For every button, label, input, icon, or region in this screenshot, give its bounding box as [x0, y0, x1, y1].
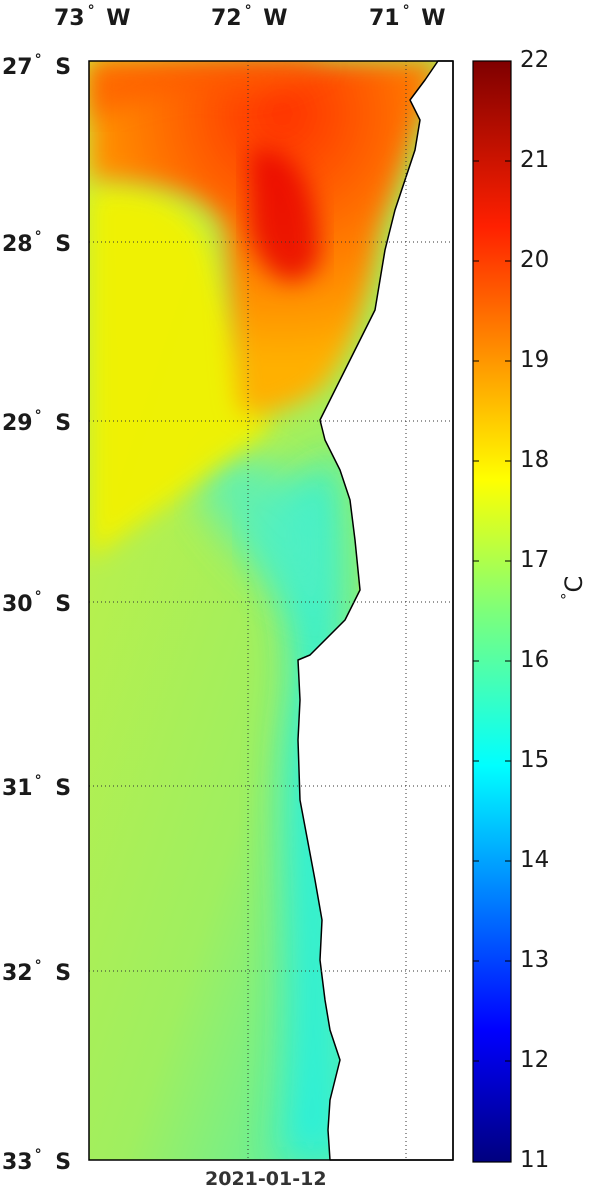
lat-label-29s: 29 ° S — [2, 408, 72, 436]
colorbar-tick-label: 19 — [520, 347, 550, 373]
colorbar-tick-label: 15 — [520, 747, 550, 773]
date-label: 2021-01-12 — [205, 1168, 327, 1190]
colorbar-tick-label: 21 — [520, 147, 550, 173]
lat-label-31s: 31 ° S — [2, 773, 72, 801]
lat-label-28s: 28 ° S — [2, 229, 72, 257]
colorbar-tick-label: 22 — [520, 47, 550, 73]
lon-label-71w: 71 ° W — [369, 3, 446, 31]
colorbar-tick-label: 17 — [520, 547, 550, 573]
colorbar-tick-label: 18 — [520, 447, 550, 473]
colorbar-tick-label: 13 — [520, 947, 550, 973]
colorbar — [472, 60, 512, 1163]
lat-label-30s: 30 ° S — [2, 589, 72, 617]
colorbar-tick-label: 12 — [520, 1047, 550, 1073]
lat-label-27s: 27 ° S — [2, 52, 72, 80]
plot-frame — [88, 60, 454, 1161]
lat-label-33s: 33 ° S — [2, 1147, 72, 1175]
colorbar-tick-label: 14 — [520, 847, 550, 873]
lon-label-72w: 72 ° W — [211, 3, 288, 31]
colorbar-ticks — [473, 160, 511, 1062]
land-mask — [297, 60, 454, 1161]
colorbar-tick-label: 20 — [520, 247, 550, 273]
lat-label-32s: 32 ° S — [2, 958, 72, 986]
graticule — [89, 61, 453, 1160]
colorbar-tick-label: 11 — [520, 1147, 550, 1173]
lon-label-73w: 73 ° W — [54, 3, 131, 31]
colorbar-tick-label: 16 — [520, 647, 550, 673]
colorbar-unit-label: °C — [558, 575, 588, 600]
